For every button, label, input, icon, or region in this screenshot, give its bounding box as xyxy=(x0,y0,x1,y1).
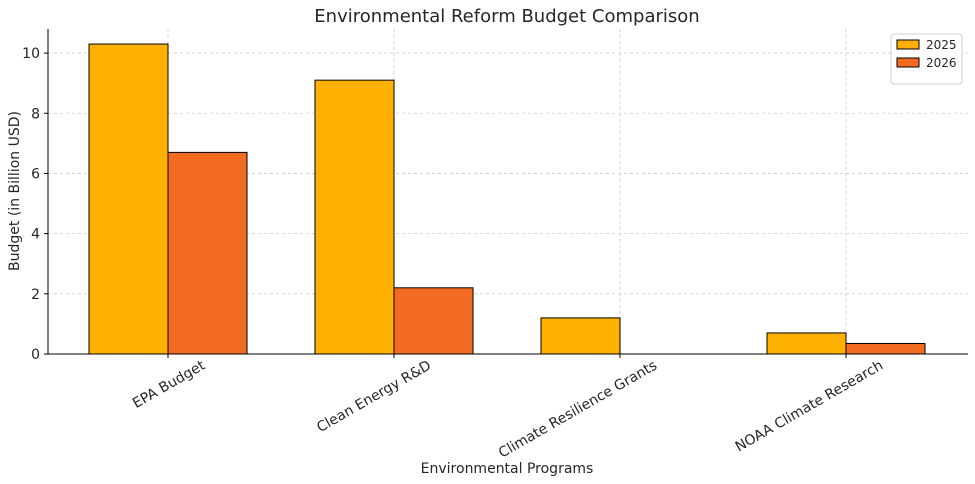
bar-clean-energy-r-d-2026 xyxy=(393,287,474,355)
bar-noaa-climate-research-2025 xyxy=(766,332,847,355)
x-tick-label: EPA Budget xyxy=(130,357,208,411)
bar-noaa-climate-research-2026 xyxy=(845,342,926,355)
legend-label-2025: 2025 xyxy=(926,38,957,52)
legend-label-2026: 2026 xyxy=(926,56,957,70)
bar-epa-budget-2026 xyxy=(167,151,248,355)
bar-clean-energy-r-d-2025 xyxy=(314,79,395,355)
y-axis-label: Budget (in Billion USD) xyxy=(7,111,23,271)
bar-climate-resilience-grants-2025 xyxy=(540,317,621,355)
y-tick-label: 6 xyxy=(31,166,40,182)
y-tick-label: 2 xyxy=(31,287,40,303)
y-tick-label: 8 xyxy=(31,106,40,122)
bar-epa-budget-2025 xyxy=(88,43,169,355)
x-tick-label: Clean Energy R&D xyxy=(314,358,434,436)
y-tick-label: 4 xyxy=(31,227,40,243)
legend: 2025 2026 xyxy=(890,33,963,85)
y-tick-label: 10 xyxy=(22,46,40,62)
x-tick-label: Climate Resilience Grants xyxy=(496,358,660,462)
y-tick-label: 0 xyxy=(31,347,40,363)
x-axis-label: Environmental Programs xyxy=(421,461,594,477)
bars xyxy=(88,43,926,355)
legend-swatch-2026 xyxy=(896,57,920,68)
chart-title: Environmental Reform Budget Comparison xyxy=(314,6,699,27)
x-tick-label: NOAA Climate Research xyxy=(733,358,886,456)
legend-swatch-2025 xyxy=(896,39,920,50)
